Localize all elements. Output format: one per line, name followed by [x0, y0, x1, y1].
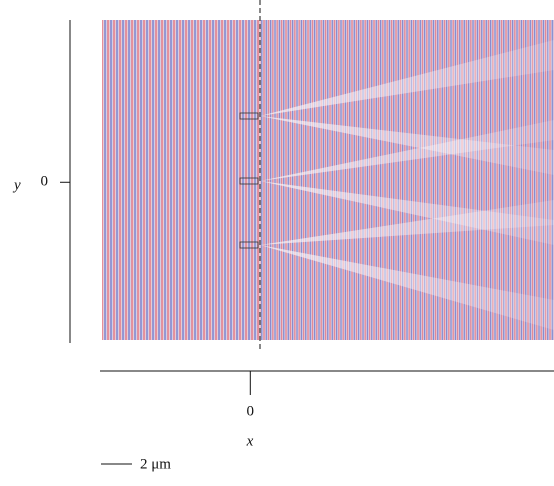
y-tick-label: 0 [41, 174, 49, 190]
y-axis-label: y [12, 177, 21, 193]
field-image [102, 20, 554, 340]
x-axis-label: x [246, 433, 254, 449]
x-tick-label: 0 [247, 403, 255, 419]
scale-bar-label: 2 μm [140, 456, 171, 472]
